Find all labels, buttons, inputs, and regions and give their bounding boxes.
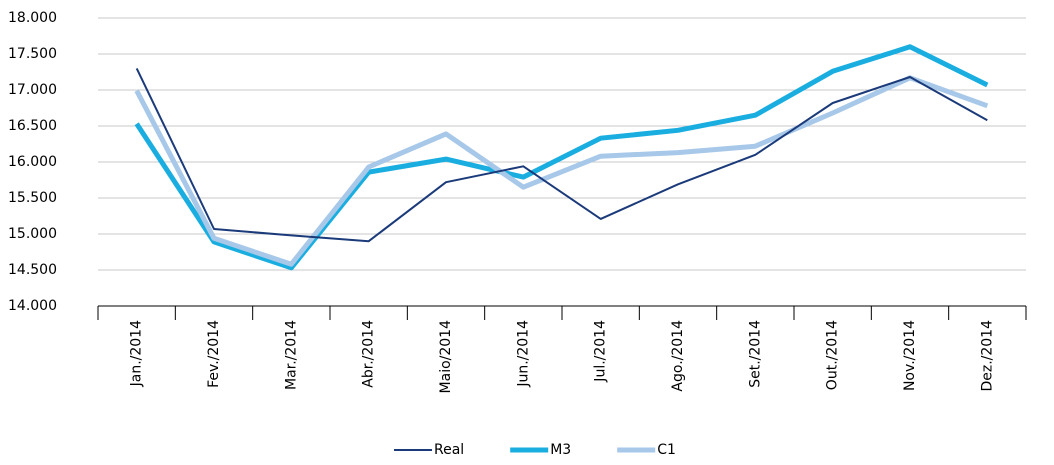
legend-label: Real (434, 442, 464, 458)
x-tick-label: Abr./2014 (361, 320, 377, 388)
legend-label: C1 (657, 442, 676, 458)
y-tick-label: 16.500 (8, 118, 57, 134)
y-tick-label: 14.500 (8, 262, 57, 278)
x-tick-label: Set./2014 (747, 320, 763, 388)
x-tick-label: Jul./2014 (593, 320, 609, 383)
y-tick-label: 17.000 (8, 82, 57, 98)
series-line (135, 67, 988, 243)
y-tick-label: 14.000 (8, 298, 57, 314)
series-line (134, 44, 989, 271)
x-tick-label: Fev./2014 (206, 320, 222, 388)
x-tick-label: Jun./2014 (515, 320, 531, 388)
y-tick-label: 16.000 (8, 154, 57, 170)
x-tick-label: Out./2014 (825, 320, 841, 390)
x-tick-label: Nov./2014 (902, 320, 918, 391)
y-tick-label: 15.000 (8, 226, 57, 242)
series-line (134, 75, 989, 267)
x-tick-label: Mar./2014 (283, 320, 299, 390)
y-tick-label: 18.000 (8, 10, 57, 26)
y-tick-label: 17.500 (8, 46, 57, 62)
y-tick-label: 15.500 (8, 190, 57, 206)
x-tick-label: Dez./2014 (979, 320, 995, 392)
x-tick-label: Ago./2014 (670, 320, 686, 392)
x-tick-label: Maio/2014 (438, 320, 454, 394)
x-tick-label: Jan./2014 (129, 320, 145, 387)
legend-label: M3 (550, 442, 571, 458)
